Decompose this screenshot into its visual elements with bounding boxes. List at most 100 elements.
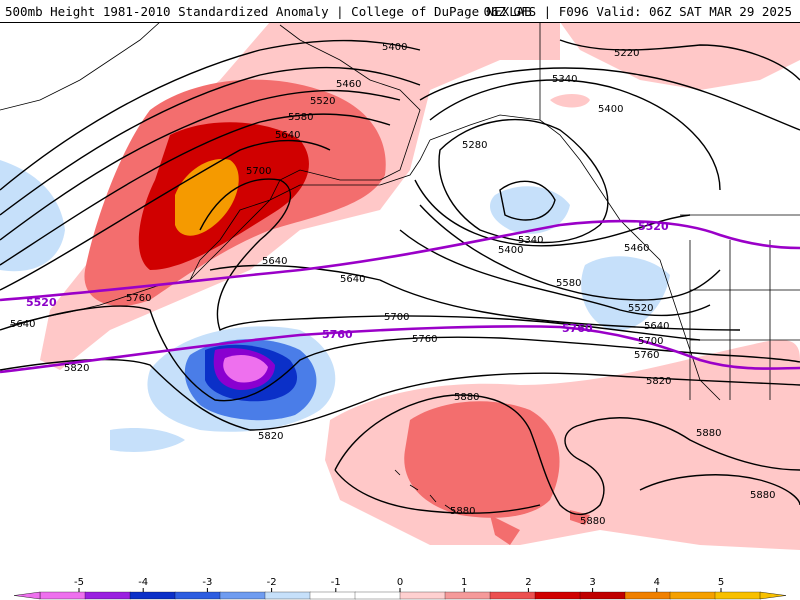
contour-5700 [199, 178, 701, 341]
anomaly-neg1-gulf [490, 186, 570, 234]
colorbar-min-arrow [13, 591, 41, 600]
colorbar-swatch [219, 591, 266, 600]
reference-labels: 5520 5520 5760 5760 [26, 220, 669, 341]
colorbar-swatch [399, 591, 446, 600]
label-5520-a: 5520 [310, 96, 335, 107]
ref-label-5520-left: 5520 [26, 296, 57, 309]
contour-labels: 5400 5460 5520 5580 5640 5700 5640 5640 … [10, 42, 775, 527]
contour-5580-a [0, 113, 391, 266]
label-5400-c: 5400 [498, 245, 523, 256]
map-title: 500mb Height 1981-2010 Standardized Anom… [5, 4, 532, 19]
label-5880-c: 5880 [580, 516, 605, 527]
colorbar-swatch [489, 591, 536, 600]
anomaly-pos2-south-tail [490, 510, 590, 545]
colorbar-swatch [444, 591, 491, 600]
label-5760-a: 5760 [126, 293, 151, 304]
colorbar-tick-label: -2 [267, 577, 277, 588]
label-5700-c: 5700 [638, 336, 663, 347]
label-5460-b: 5460 [624, 243, 649, 254]
colorbar: -5 -4 -3 -2 -1 0 1 2 3 4 5 [0, 570, 800, 600]
siberia-coast [0, 22, 161, 111]
ref-label-5760-right: 5760 [562, 322, 593, 335]
hawaii-islands [394, 469, 456, 513]
ref-5520-line [0, 219, 800, 302]
colorbar-tick-label: -5 [74, 577, 84, 588]
label-5400-b: 5400 [598, 104, 623, 115]
colorbar-max-arrow [759, 591, 787, 600]
contour-5280 [438, 118, 609, 244]
contour-5460-a [0, 66, 421, 216]
contour-5400-a [0, 39, 421, 191]
colorbar-swatches [13, 591, 787, 600]
colorbar-tick-label: 0 [397, 577, 403, 588]
label-5640-c: 5640 [340, 274, 365, 285]
label-5760-b: 5760 [412, 334, 437, 345]
contour-5520 [0, 89, 401, 241]
colorbar-swatch [579, 591, 626, 600]
contour-5880-a [334, 394, 800, 516]
alaska-coastline [189, 24, 431, 281]
label-5340-b: 5340 [518, 235, 543, 246]
anomaly-pos2-south [404, 401, 560, 518]
contour-5220 [559, 39, 800, 81]
contour-5760 [0, 305, 800, 402]
colorbar-swatch [309, 591, 356, 600]
label-5280: 5280 [462, 140, 487, 151]
label-5640-d: 5640 [644, 321, 669, 332]
anomaly-neg1-coast [581, 256, 670, 331]
label-5580-b: 5580 [556, 278, 581, 289]
ref-label-5520-right: 5520 [638, 220, 669, 233]
contour-5640-a [0, 139, 331, 291]
colorbar-swatch [624, 591, 671, 600]
contour-5580-b [399, 229, 711, 317]
reference-height-lines [0, 219, 800, 374]
label-5460-a: 5460 [336, 79, 361, 90]
colorbar-tick-label: -4 [138, 577, 148, 588]
colorbar-swatch [84, 591, 131, 600]
anomaly-map: 5400 5460 5520 5580 5640 5700 5640 5640 … [0, 22, 800, 550]
label-5880-e: 5880 [750, 490, 775, 501]
height-contours [0, 39, 800, 516]
label-5580-a: 5580 [288, 112, 313, 123]
colorbar-swatch [354, 591, 401, 600]
colorbar-tick-label: 5 [718, 577, 724, 588]
colorbar-tick-label: -1 [331, 577, 341, 588]
contour-5880-c [639, 474, 800, 506]
label-5700-a: 5700 [246, 166, 271, 177]
colorbar-swatch [669, 591, 716, 600]
anomaly-pos1-bits [550, 94, 590, 108]
colorbar-swatch [129, 591, 176, 600]
anomaly-pos1-south [325, 340, 800, 550]
contour-5460-b [414, 179, 691, 247]
canada-coast [429, 114, 721, 401]
label-5820-c: 5820 [646, 376, 671, 387]
colorbar-ticks: -5 -4 -3 -2 -1 0 1 2 3 4 5 [74, 577, 724, 592]
negative-anomaly-shading [0, 160, 670, 452]
label-5820-b: 5820 [258, 431, 283, 442]
map-header: 500mb Height 1981-2010 Standardized Anom… [0, 0, 800, 23]
label-5880-b: 5880 [450, 506, 475, 517]
label-5520-b: 5520 [628, 303, 653, 314]
contour-5880-b [334, 469, 541, 514]
label-5640-e: 5640 [10, 319, 35, 330]
contour-5640-b [209, 264, 381, 281]
colorbar-tick-label: 4 [654, 577, 660, 588]
contour-5340-b [499, 180, 556, 221]
anomaly-neg1-low-tail [110, 428, 185, 452]
colorbar-swatch [714, 591, 761, 600]
label-5760-c: 5760 [634, 350, 659, 361]
anomaly-pos1-right [560, 22, 800, 90]
colorbar-swatch [39, 591, 86, 600]
label-5220: 5220 [614, 48, 639, 59]
label-5880-d: 5880 [696, 428, 721, 439]
ref-5760-line [0, 325, 800, 374]
ref-label-5760-mid: 5760 [322, 328, 353, 341]
label-5820-a: 5820 [64, 363, 89, 374]
colorbar-tick-label: 3 [589, 577, 595, 588]
label-5640-a: 5640 [275, 130, 300, 141]
colorbar-tick-label: -3 [202, 577, 212, 588]
label-5880-a: 5880 [454, 392, 479, 403]
colorbar-swatch [534, 591, 581, 600]
label-5400-a: 5400 [382, 42, 407, 53]
label-5640-b: 5640 [262, 256, 287, 267]
